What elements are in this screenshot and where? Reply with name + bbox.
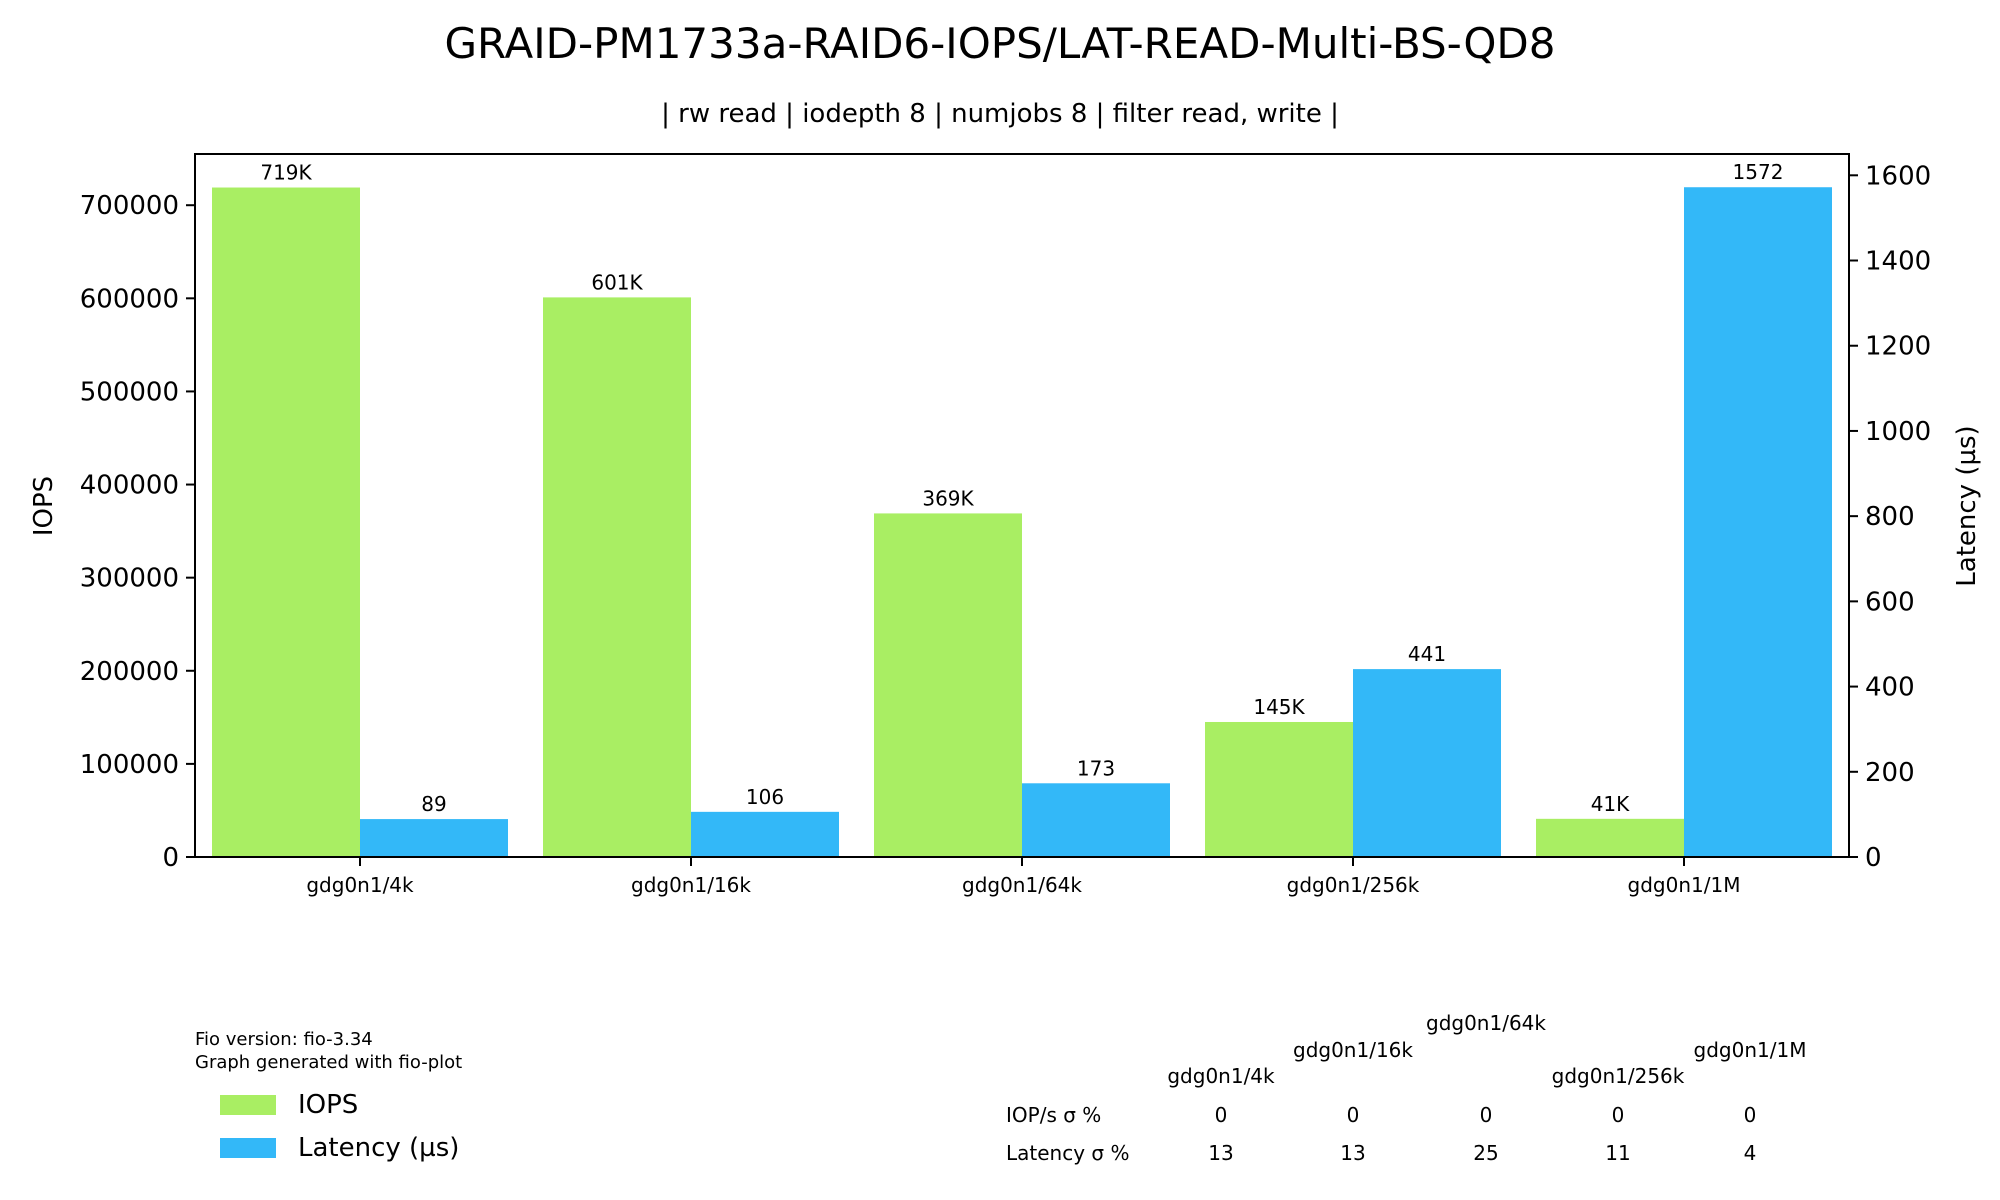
x-tick-label-2: gdg0n1/64k (962, 873, 1082, 897)
y2-tick-label-0: 0 (1865, 843, 1882, 873)
table-column-header-3: gdg0n1/256k (1552, 1064, 1685, 1088)
y-axis-label: IOPS (29, 476, 59, 536)
y2-tick-label-6: 1200 (1865, 332, 1931, 362)
chart-subtitle: | rw read | iodepth 8 | numjobs 8 | filt… (661, 99, 1339, 129)
y-tick-label-2: 200000 (80, 657, 179, 687)
legend: IOPS Latency (µs) (220, 1090, 459, 1163)
stats-table: gdg0n1/4k gdg0n1/16k gdg0n1/64k gdg0n1/256k… (1006, 1011, 1806, 1165)
table-cell-0-3: 0 (1612, 1103, 1625, 1127)
table-cell-1-3: 11 (1605, 1141, 1630, 1165)
table-row-label-1: Latency σ % (1006, 1141, 1129, 1165)
bar-latency-1 (691, 811, 839, 857)
bar-label-iops-1: 601K (591, 270, 643, 294)
bar-iops-2 (874, 513, 1022, 857)
bar-latency-3 (1353, 669, 1501, 857)
table-cell-0-1: 0 (1347, 1103, 1360, 1127)
bar-iops-0 (212, 187, 360, 858)
table-cell-0-0: 0 (1215, 1103, 1228, 1127)
y-tick-label-0: 0 (162, 843, 179, 873)
bars-group (212, 187, 1832, 858)
legend-label-iops: IOPS (298, 1090, 358, 1120)
x-tick-label-3: gdg0n1/256k (1287, 873, 1420, 897)
y2-tick-label-4: 800 (1865, 502, 1915, 532)
bar-label-iops-3: 145K (1253, 695, 1305, 719)
x-tick-label-0: gdg0n1/4k (306, 873, 414, 897)
x-tick-label-1: gdg0n1/16k (631, 873, 751, 897)
y2-tick-label-7: 1400 (1865, 247, 1931, 277)
y2-tick-label-5: 1000 (1865, 417, 1931, 447)
y-axis-right: 0 200 400 600 800 1000 1200 1400 1600 (1849, 161, 1931, 873)
table-cell-1-1: 13 (1340, 1141, 1365, 1165)
table-cell-1-0: 13 (1208, 1141, 1233, 1165)
legend-swatch-latency (220, 1138, 276, 1158)
bar-label-iops-4: 41K (1591, 792, 1630, 816)
bar-iops-4 (1536, 818, 1684, 857)
table-column-header-2: gdg0n1/64k (1426, 1011, 1546, 1035)
table-column-header-1: gdg0n1/16k (1293, 1038, 1413, 1062)
chart-title: GRAID-PM1733a-RAID6-IOPS/LAT-READ-Multi-… (445, 19, 1556, 68)
x-axis: gdg0n1/4k gdg0n1/16k gdg0n1/64k gdg0n1/256k… (306, 857, 1740, 897)
table-row-label-0: IOP/s σ % (1006, 1103, 1101, 1127)
y-tick-label-5: 500000 (80, 377, 179, 407)
y-tick-label-1: 100000 (80, 750, 179, 780)
x-tick-label-4: gdg0n1/1M (1628, 873, 1741, 897)
bar-latency-0 (360, 819, 508, 857)
y-axis-left: 0 100000 200000 300000 400000 500000 600000 700… (80, 191, 195, 873)
table-cell-0-4: 0 (1744, 1103, 1757, 1127)
graph-generated-note: Graph generated with fio-plot (195, 1052, 462, 1073)
legend-label-latency: Latency (µs) (298, 1133, 459, 1163)
bar-latency-2 (1022, 783, 1170, 857)
y-tick-label-4: 400000 (80, 471, 179, 501)
y-tick-label-6: 600000 (80, 284, 179, 314)
bar-label-iops-2: 369K (922, 486, 974, 510)
table-cell-1-2: 25 (1473, 1141, 1498, 1165)
table-cell-1-4: 4 (1744, 1141, 1757, 1165)
bar-label-latency-1: 106 (746, 785, 784, 809)
bar-labels-group: 719K 89 601K 106 369K 173 145K 441 41K 1572 (260, 160, 1783, 816)
y2-tick-label-2: 400 (1865, 673, 1915, 703)
bar-label-latency-3: 441 (1408, 642, 1446, 666)
bar-label-iops-0: 719K (260, 161, 312, 185)
y2-tick-label-3: 600 (1865, 587, 1915, 617)
y-tick-label-7: 700000 (80, 191, 179, 221)
legend-swatch-iops (220, 1095, 276, 1115)
bar-label-latency-4: 1572 (1733, 160, 1784, 184)
fio-version-note: Fio version: fio-3.34 (195, 1029, 373, 1050)
bar-latency-4 (1684, 187, 1832, 857)
y2-axis-label: Latency (µs) (1952, 425, 1982, 586)
bar-iops-3 (1205, 721, 1353, 857)
bar-label-latency-0: 89 (421, 792, 446, 816)
y-tick-label-3: 300000 (80, 564, 179, 594)
bar-label-latency-2: 173 (1077, 756, 1115, 780)
y2-tick-label-8: 1600 (1865, 161, 1931, 191)
table-column-header-4: gdg0n1/1M (1694, 1038, 1807, 1062)
table-cell-0-2: 0 (1480, 1103, 1493, 1127)
table-column-header-0: gdg0n1/4k (1167, 1064, 1275, 1088)
bar-iops-1 (543, 297, 691, 857)
y2-tick-label-1: 200 (1865, 758, 1915, 788)
